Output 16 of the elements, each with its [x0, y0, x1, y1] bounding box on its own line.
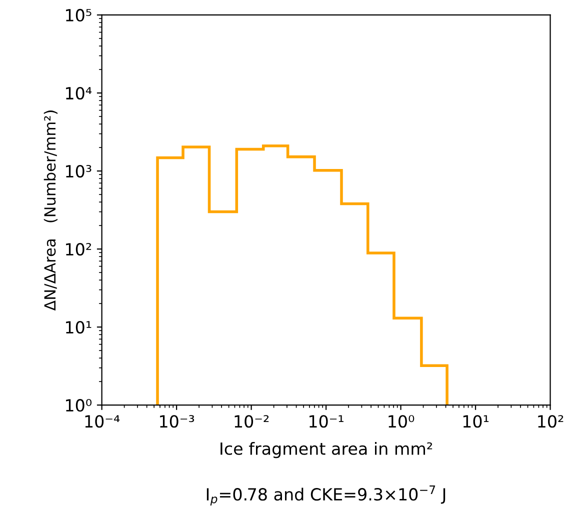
y-tick-label: 10¹ — [66, 321, 92, 334]
x-tick-label: 10⁰ — [388, 415, 414, 428]
x-axis-title: Ice fragment area in mm² — [220, 442, 432, 458]
y-tick-label: 10³ — [66, 164, 92, 178]
y-tick-label: 10⁵ — [66, 8, 92, 22]
x-tick-label: 10⁻² — [234, 415, 269, 428]
y-tick-label: 10² — [66, 242, 92, 256]
x-tick-label: 10² — [538, 415, 564, 428]
y-tick-label: 10⁴ — [66, 86, 92, 100]
text: I$_{p}$=0.78 and CKE=9.3×10$^{−7}$ J — [206, 486, 446, 506]
x-tick-label: 10⁻¹ — [310, 415, 344, 428]
x-tick-label: 10¹ — [463, 415, 489, 428]
x-tick-label: 10⁻⁴ — [85, 415, 120, 428]
x-tick-label: 10⁻³ — [160, 415, 194, 428]
y-axis-title: ΔN/ΔArea (Number/mm²) — [44, 110, 58, 311]
y-tick-label: 10⁰ — [66, 399, 92, 412]
